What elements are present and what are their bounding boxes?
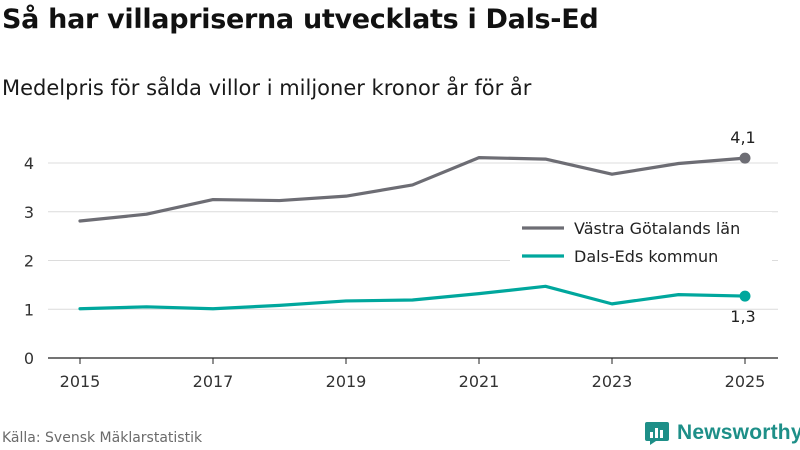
brand-name: Newsworthy <box>677 421 800 444</box>
chart-title: Så har villapriserna utvecklats i Dals-E… <box>2 4 599 35</box>
series-line-0 <box>78 156 747 223</box>
source-note: Källa: Svensk Mäklarstatistik <box>2 430 203 446</box>
series-end-label-0: 4,1 <box>730 128 755 147</box>
legend-label-1: Dals-Eds kommun <box>574 247 718 266</box>
y-tick-label: 3 <box>24 203 34 222</box>
y-tick-label: 2 <box>24 252 34 271</box>
series-line-1 <box>78 284 747 311</box>
x-tick-label: 2019 <box>326 372 367 391</box>
legend-label-0: Västra Götalands län <box>574 219 740 238</box>
legend-background <box>510 212 772 274</box>
series-end-point-1 <box>739 290 751 302</box>
y-tick-label: 4 <box>24 154 34 173</box>
x-tick-label: 2021 <box>459 372 500 391</box>
x-tick-label: 2015 <box>60 372 101 391</box>
series-end-label-1: 1,3 <box>730 307 755 326</box>
x-tick-label: 2025 <box>725 372 766 391</box>
y-tick-label: 0 <box>24 349 34 368</box>
series-end-point-0 <box>739 152 751 164</box>
y-tick-label: 1 <box>24 300 34 319</box>
chart-subtitle: Medelpris för sålda villor i miljoner kr… <box>2 76 532 100</box>
x-tick-label: 2017 <box>193 372 234 391</box>
x-tick-label: 2023 <box>592 372 633 391</box>
newsworthy-logo-icon <box>645 422 669 445</box>
brand-logo[interactable]: Newsworthy <box>644 420 800 446</box>
